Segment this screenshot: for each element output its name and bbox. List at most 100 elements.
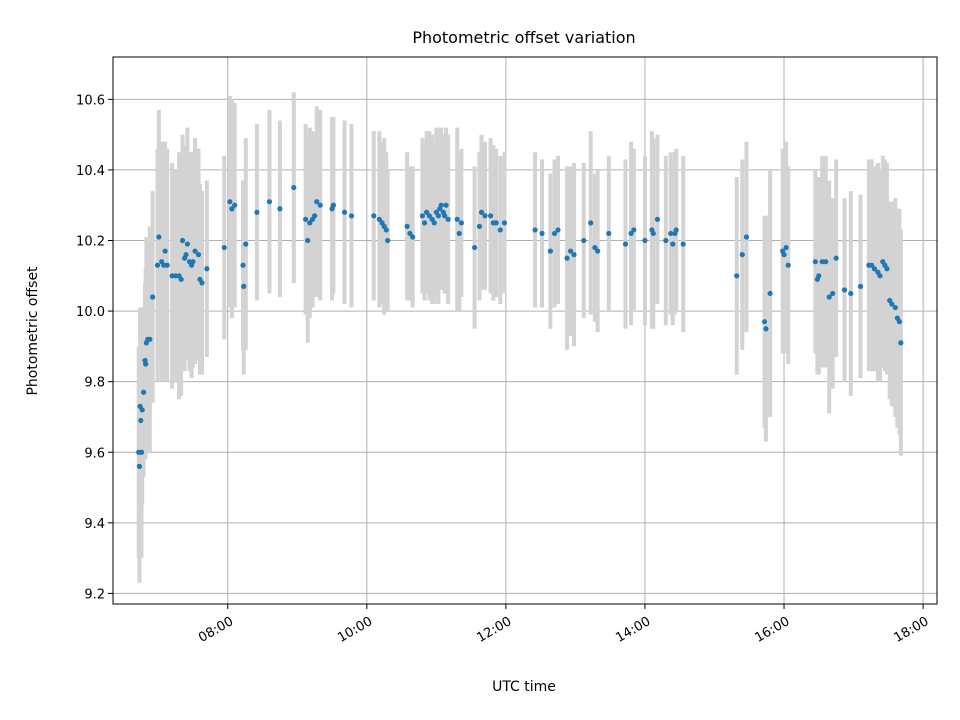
data-point <box>445 216 451 222</box>
y-tick-label: 10.2 <box>76 235 105 250</box>
data-point <box>199 280 205 286</box>
data-point <box>404 223 410 229</box>
x-tick-label: 08:00 <box>196 614 236 646</box>
data-point <box>156 234 162 240</box>
data-point <box>190 259 196 265</box>
data-point <box>812 259 818 265</box>
data-point <box>478 209 485 215</box>
data-point <box>139 407 145 413</box>
data-point <box>240 262 246 268</box>
data-point <box>456 230 462 237</box>
data-point <box>232 202 238 208</box>
data-point <box>487 213 494 219</box>
data-point <box>673 227 679 233</box>
data-point <box>631 227 637 233</box>
x-tick-label: 12:00 <box>474 614 514 646</box>
data-point <box>830 290 836 297</box>
data-point <box>833 255 839 261</box>
data-point <box>454 216 460 222</box>
data-point <box>501 220 508 226</box>
data-point <box>767 290 773 297</box>
y-tick-label: 9.2 <box>84 587 105 602</box>
data-point <box>663 237 669 244</box>
data-point <box>179 237 186 244</box>
data-point <box>816 273 822 279</box>
data-point <box>317 202 323 208</box>
data-point <box>204 266 210 272</box>
x-tick-label: 18:00 <box>892 614 932 646</box>
data-point <box>896 319 903 325</box>
data-point <box>376 216 382 222</box>
errorbars <box>136 92 903 583</box>
data-point <box>668 230 674 237</box>
data-point <box>143 361 149 367</box>
data-point <box>841 287 848 293</box>
data-point <box>140 389 147 395</box>
data-point <box>385 237 391 244</box>
data-point <box>243 241 249 247</box>
y-tick-label: 9.8 <box>84 376 105 391</box>
y-tick-label: 9.6 <box>84 446 105 461</box>
data-point <box>783 244 789 251</box>
data-point <box>539 230 545 237</box>
data-point <box>781 252 787 258</box>
data-point <box>221 244 227 251</box>
data-point <box>680 241 686 247</box>
x-axis-ticks: 08:00 10:00 12:00 14:00 16:00 18:00 <box>196 604 931 646</box>
y-tick-label: 9.4 <box>84 517 105 532</box>
data-point <box>383 227 389 233</box>
data-point <box>307 220 313 226</box>
data-point <box>898 340 904 346</box>
x-tick-label: 16:00 <box>752 614 792 646</box>
data-point <box>178 276 184 282</box>
data-point <box>164 262 170 268</box>
data-point <box>826 294 832 300</box>
data-point <box>458 220 464 226</box>
data-point <box>312 213 318 219</box>
data-point <box>443 202 449 208</box>
y-axis-label: Photometric offset <box>25 266 41 396</box>
data-point <box>606 230 612 237</box>
data-point <box>551 230 558 237</box>
data-point <box>254 209 260 215</box>
x-tick-label: 14:00 <box>613 614 653 646</box>
data-point <box>857 283 864 289</box>
data-point <box>348 213 355 219</box>
data-point <box>195 252 202 258</box>
data-point <box>371 213 377 219</box>
y-tick-label: 10.6 <box>76 93 105 108</box>
y-tick-label: 10.0 <box>76 305 105 320</box>
data-point <box>138 417 144 424</box>
x-tick-label: 10:00 <box>335 614 375 646</box>
data-point <box>424 209 430 215</box>
data-point <box>431 220 437 226</box>
data-point <box>442 213 448 219</box>
data-point <box>150 294 156 300</box>
data-point <box>763 326 769 332</box>
data-point <box>670 241 676 247</box>
data-point <box>421 220 428 226</box>
data-point <box>493 220 499 226</box>
data-point <box>622 241 629 247</box>
data-point <box>229 206 235 212</box>
data-point <box>183 252 189 258</box>
data-point <box>471 244 478 251</box>
y-axis-ticks: 9.2 9.4 9.6 9.8 10.0 10.2 10.4 10.6 <box>76 93 113 602</box>
data-point <box>785 262 791 268</box>
data-point <box>419 213 426 219</box>
data-point <box>435 213 442 219</box>
data-point <box>581 237 587 244</box>
data-point <box>567 248 574 254</box>
data-point <box>628 230 634 237</box>
data-point <box>154 262 161 268</box>
data-point <box>136 463 143 469</box>
data-point <box>642 237 648 244</box>
x-axis-label: UTC time <box>492 679 556 695</box>
data-point <box>743 234 750 240</box>
data-point <box>571 252 577 258</box>
data-point <box>147 336 153 342</box>
data-point <box>241 283 247 289</box>
data-point <box>654 216 661 222</box>
data-point <box>650 230 656 237</box>
data-point <box>184 241 191 247</box>
